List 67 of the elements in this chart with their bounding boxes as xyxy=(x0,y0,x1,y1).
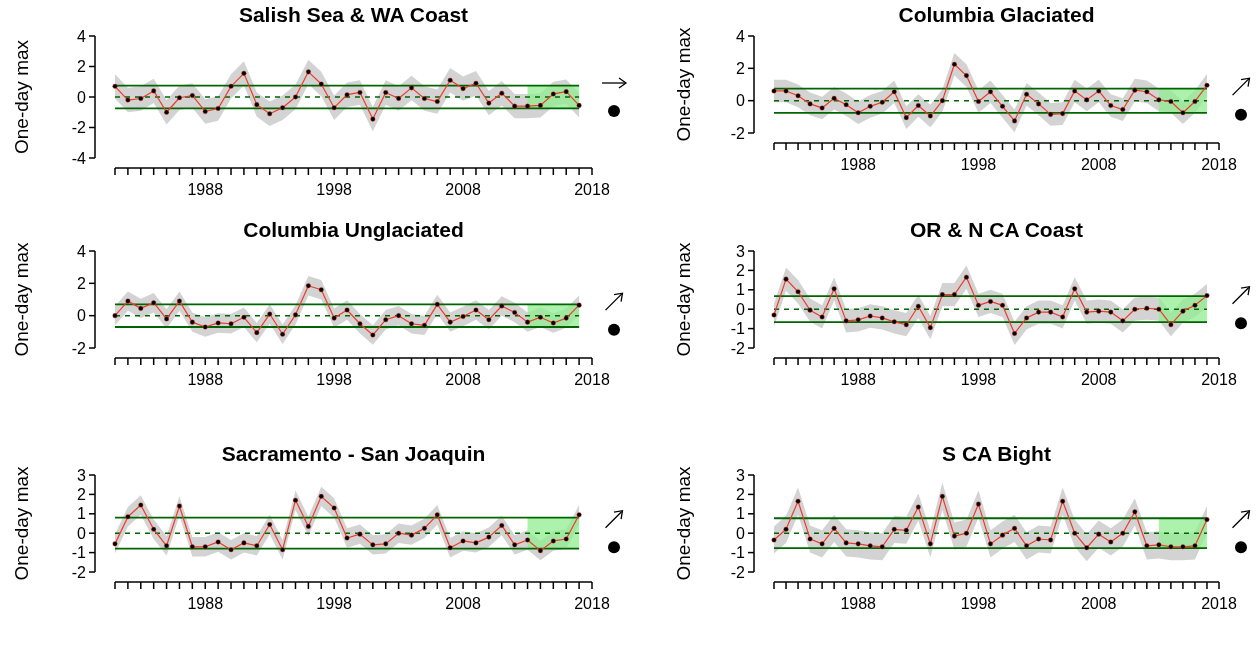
y-tick-label: 0 xyxy=(736,300,746,318)
y-tick-label: -2 xyxy=(71,119,87,137)
x-tick-label: 1998 xyxy=(316,595,353,612)
y-tick-label: 2 xyxy=(736,486,746,503)
y-tick-label: 0 xyxy=(77,88,87,106)
chart-title: OR & N CA Coast xyxy=(909,218,1084,241)
y-tick-label: 4 xyxy=(77,242,87,260)
chart-title: S CA Bight xyxy=(942,442,1051,465)
x-tick-label: 2018 xyxy=(574,595,610,612)
y-tick-label: -2 xyxy=(71,563,87,581)
y-axis-title: One-day max xyxy=(673,241,694,357)
y-axis-title: One-day max xyxy=(673,465,694,581)
y-tick-label: 2 xyxy=(736,59,746,77)
y-tick-label: 4 xyxy=(77,27,87,45)
y-tick-label: 3 xyxy=(736,466,746,484)
y-tick-label: -2 xyxy=(730,563,746,581)
y-tick-label: -2 xyxy=(71,339,87,357)
x-tick-label: 2008 xyxy=(445,371,481,388)
y-tick-label: 0 xyxy=(736,524,746,542)
y-tick-label: 1 xyxy=(736,505,746,523)
y-tick-label: 2 xyxy=(77,274,87,292)
y-tick-label: 1 xyxy=(736,281,746,299)
x-tick-label: 1988 xyxy=(187,371,224,388)
y-tick-label: 2 xyxy=(77,486,87,503)
x-tick-label: 2018 xyxy=(574,371,610,388)
y-tick-label: 3 xyxy=(736,242,746,260)
x-tick-label: 2018 xyxy=(1201,595,1237,612)
chart-title: Salish Sea & WA Coast xyxy=(238,3,469,26)
y-tick-label: 0 xyxy=(736,92,746,110)
y-tick-label: 2 xyxy=(736,262,746,279)
y-axis-title: One-day max xyxy=(673,26,694,142)
y-axis-title: One-day max xyxy=(11,241,32,357)
y-tick-label: -4 xyxy=(71,149,87,167)
y-axis-title: One-day max xyxy=(11,465,32,581)
x-tick-label: 2018 xyxy=(1201,371,1237,388)
y-tick-label: -1 xyxy=(730,544,746,562)
x-tick-label: 1998 xyxy=(960,156,997,173)
y-tick-label: 4 xyxy=(736,27,746,45)
chart-title: Columbia Glaciated xyxy=(898,3,1095,26)
x-tick-label: 2008 xyxy=(1080,595,1117,612)
x-tick-label: 2008 xyxy=(1080,156,1117,173)
y-tick-label: 0 xyxy=(77,307,87,325)
y-tick-label: -1 xyxy=(71,544,87,562)
y-tick-label: 2 xyxy=(77,58,87,76)
y-axis-title: One-day max xyxy=(11,39,32,155)
x-tick-label: 1998 xyxy=(960,595,997,612)
x-tick-label: 1998 xyxy=(316,371,353,388)
chart-title: Columbia Unglaciated xyxy=(243,218,464,241)
x-tick-label: 1998 xyxy=(316,181,353,198)
x-tick-label: 1988 xyxy=(187,181,224,198)
x-tick-label: 1988 xyxy=(840,156,877,173)
y-tick-label: 1 xyxy=(77,505,87,523)
x-tick-label: 2008 xyxy=(1080,371,1117,388)
chart-title: Sacramento - San Joaquin xyxy=(221,442,486,465)
y-tick-label: -1 xyxy=(730,320,746,338)
y-tick-label: -2 xyxy=(730,124,746,142)
x-tick-label: 1988 xyxy=(187,595,224,612)
x-tick-label: 2018 xyxy=(574,181,610,198)
y-tick-label: 0 xyxy=(77,524,87,542)
x-tick-label: 2018 xyxy=(1201,156,1237,173)
x-tick-label: 2008 xyxy=(445,181,481,198)
x-tick-label: 1988 xyxy=(840,371,877,388)
y-tick-label: 3 xyxy=(77,466,87,484)
x-tick-label: 1988 xyxy=(840,595,877,612)
y-tick-label: -2 xyxy=(730,339,746,357)
x-tick-label: 2008 xyxy=(445,595,481,612)
x-tick-label: 1998 xyxy=(960,371,997,388)
